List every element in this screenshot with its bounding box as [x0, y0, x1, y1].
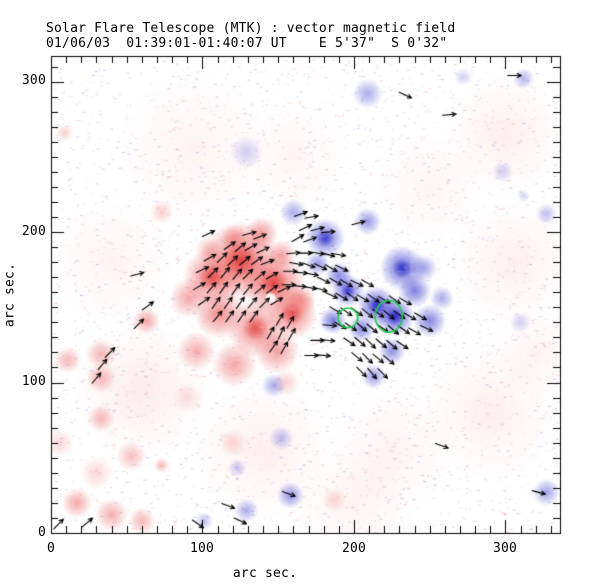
plot-title: Solar Flare Telescope (MTK) : vector mag… — [46, 21, 456, 36]
y-tick-label: 300 — [21, 73, 46, 88]
y-tick-label: 0 — [37, 525, 46, 540]
x-tick-label: 300 — [492, 541, 518, 556]
x-tick-label: 200 — [341, 541, 367, 556]
y-tick-label: 100 — [21, 374, 46, 389]
x-axis-label: arc sec. — [232, 566, 298, 581]
x-tick-label: 100 — [189, 541, 215, 556]
y-tick-label: 200 — [21, 224, 46, 239]
x-tick-label: 0 — [46, 541, 56, 556]
y-axis-label: arc sec. — [2, 262, 18, 328]
plot-subtitle: 01/06/03 01:39:01-01:40:07 UT E 5'37" S … — [46, 36, 448, 51]
